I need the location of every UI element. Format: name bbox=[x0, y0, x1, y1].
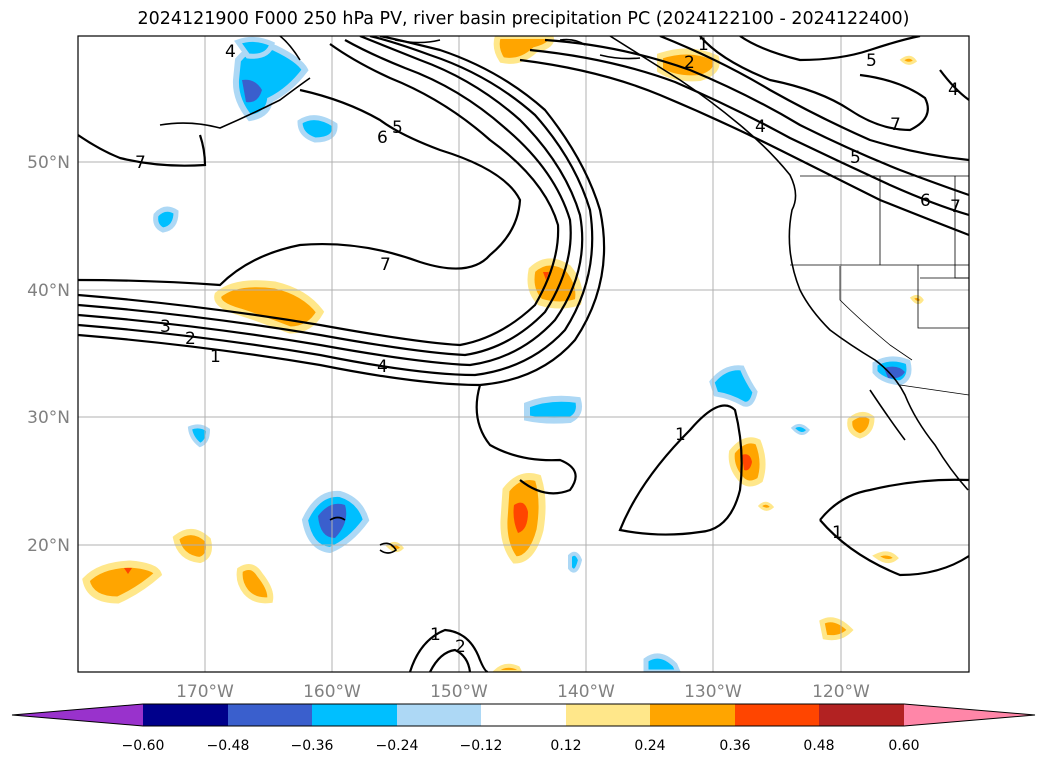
colorbar-outline bbox=[11, 703, 1036, 727]
lon-label: 170°W bbox=[176, 682, 234, 702]
contour-label-5: 5 bbox=[850, 148, 861, 168]
contour-label-6: 6 bbox=[920, 191, 931, 211]
pv-contours bbox=[78, 36, 969, 672]
contour-label-1: 1 bbox=[430, 625, 441, 645]
contour-label-7: 7 bbox=[380, 255, 391, 275]
contour-label-2: 2 bbox=[185, 329, 196, 349]
colorbar-tick: −0.24 bbox=[376, 738, 419, 754]
borders bbox=[790, 175, 969, 396]
colorbar-segment bbox=[650, 704, 735, 726]
graticule bbox=[78, 36, 969, 672]
contour-label-4: 4 bbox=[948, 80, 959, 100]
colorbar-tick: −0.36 bbox=[291, 738, 334, 754]
colorbar-segment bbox=[819, 704, 904, 726]
precip-pc-shading bbox=[82, 36, 924, 672]
contour-label-4: 4 bbox=[755, 117, 766, 137]
colorbar-segment bbox=[143, 704, 228, 726]
colorbar-segment bbox=[735, 704, 819, 726]
map-panel bbox=[78, 36, 969, 672]
colorbar-tick: −0.48 bbox=[207, 738, 250, 754]
lon-label: 130°W bbox=[684, 682, 742, 702]
lon-label: 140°W bbox=[557, 682, 615, 702]
colorbar-segment bbox=[566, 704, 650, 726]
contour-label-1: 1 bbox=[832, 523, 843, 543]
map-title: 2024121900 F000 250 hPa PV, river basin … bbox=[137, 9, 910, 29]
map-frame bbox=[77, 35, 970, 673]
colorbar-segment bbox=[228, 704, 312, 726]
lat-label: 20°N bbox=[27, 536, 70, 556]
contour-label-1: 1 bbox=[698, 35, 709, 55]
colorbar-segment bbox=[397, 704, 481, 726]
colorbar-ticks: −0.60 −0.48 −0.36 −0.24 −0.12 0.12 0.24 … bbox=[122, 738, 920, 754]
lat-label: 40°N bbox=[27, 281, 70, 301]
contour-label-1: 1 bbox=[210, 347, 221, 367]
colorbar-tick: 0.48 bbox=[803, 738, 834, 754]
lon-label: 160°W bbox=[303, 682, 361, 702]
longitude-labels: 170°W 160°W 150°W 140°W 130°W 120°W bbox=[176, 682, 870, 702]
latitude-labels: 20°N 30°N 40°N 50°N bbox=[27, 153, 70, 556]
colorbar-tick: 0.36 bbox=[719, 738, 750, 754]
contour-label-2: 2 bbox=[455, 637, 466, 657]
contour-label-4: 4 bbox=[225, 42, 236, 62]
colorbar-extend-high bbox=[904, 704, 1035, 726]
contour-label-3: 3 bbox=[160, 317, 171, 337]
pv-contour-labels: 4 7 7 6 5 3 2 1 4 1 1 1 2 1 2 4 5 7 5 4 … bbox=[135, 35, 961, 657]
lon-label: 120°W bbox=[812, 682, 870, 702]
colorbar-tick: −0.60 bbox=[122, 738, 165, 754]
contour-label-7: 7 bbox=[950, 197, 961, 217]
colorbar-segment bbox=[481, 704, 566, 726]
colorbar bbox=[11, 703, 1036, 727]
colorbar-tick: 0.24 bbox=[634, 738, 665, 754]
colorbar-tick: −0.12 bbox=[460, 738, 503, 754]
contour-label-7: 7 bbox=[890, 115, 901, 135]
colorbar-tick: 0.60 bbox=[888, 738, 919, 754]
lat-label: 30°N bbox=[27, 408, 70, 428]
contour-label-4: 4 bbox=[377, 357, 388, 377]
contour-label-7: 7 bbox=[135, 153, 146, 173]
lat-label: 50°N bbox=[27, 153, 70, 173]
contour-label-5: 5 bbox=[866, 51, 877, 71]
contour-label-6: 6 bbox=[377, 128, 388, 148]
contour-label-1: 1 bbox=[675, 425, 686, 445]
colorbar-tick: 0.12 bbox=[550, 738, 581, 754]
colorbar-segment bbox=[312, 704, 397, 726]
contour-label-5: 5 bbox=[392, 118, 403, 138]
colorbar-extend-low bbox=[12, 704, 143, 726]
lon-label: 150°W bbox=[430, 682, 488, 702]
contour-label-2: 2 bbox=[684, 53, 695, 73]
